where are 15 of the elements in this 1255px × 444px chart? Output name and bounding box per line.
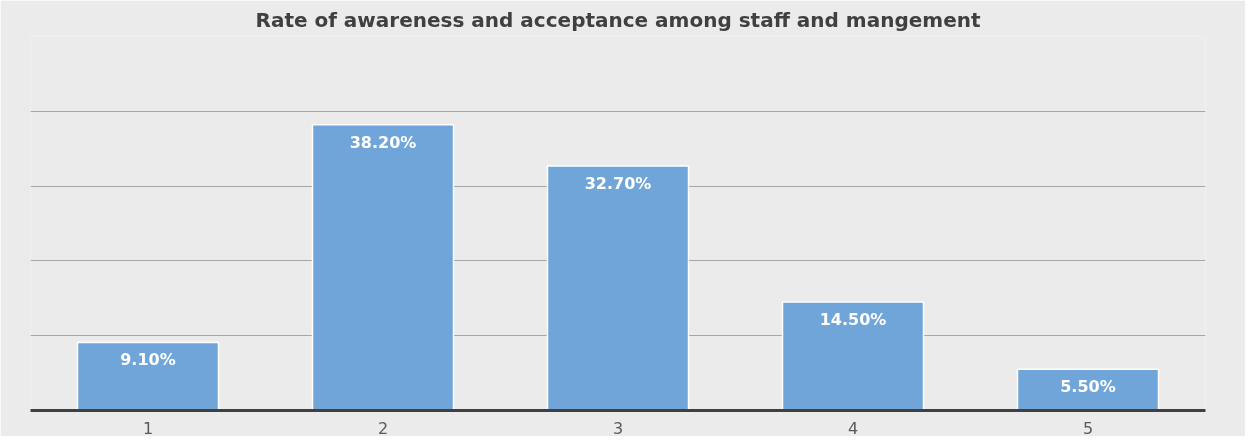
bar: [76, 341, 220, 411]
data-label: 5.50%: [1060, 377, 1116, 397]
bar: [311, 124, 455, 411]
data-label: 9.10%: [120, 350, 176, 370]
data-label: 32.70%: [584, 173, 652, 193]
x-tick-label: 1: [142, 418, 154, 438]
chart-title: Rate of awareness and acceptance among staff and mangement: [255, 7, 981, 32]
x-tick-label: 2: [377, 418, 389, 438]
bar: [546, 165, 690, 411]
x-tick-label: 4: [847, 418, 859, 438]
x-tick-label: 5: [1082, 418, 1094, 438]
bar: [781, 301, 925, 411]
x-tick-label: 3: [612, 418, 624, 438]
data-label: 14.50%: [819, 310, 887, 330]
data-label: 38.20%: [349, 132, 417, 152]
